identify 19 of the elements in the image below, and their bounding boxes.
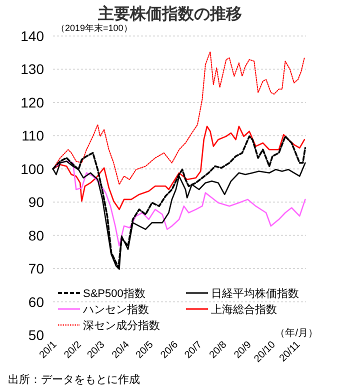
y-tick-label: 70 — [28, 260, 44, 277]
y-tick-label: 140 — [20, 28, 44, 44]
text: 出所：データをもとに作成 — [8, 373, 140, 386]
y-tick-label: 80 — [28, 227, 44, 244]
y-tick-label: 100 — [20, 160, 44, 177]
y-tick-label: 110 — [22, 128, 44, 144]
legend-label: 日経平均株価指数 — [211, 287, 299, 300]
y-tick-label: 130 — [20, 61, 44, 78]
y-tick-label: 60 — [28, 294, 44, 310]
y-tick-label: 120 — [20, 94, 44, 110]
chart-title: 主要株価指数の推移 — [97, 4, 242, 23]
text: （2019年末=100） — [56, 23, 132, 33]
y-tick-label: 90 — [28, 194, 44, 210]
legend-label: ハンセン指数 — [82, 304, 149, 316]
x-tick-label: 20/9 — [232, 339, 254, 361]
legend-label: 深セン成分指数 — [83, 319, 160, 332]
legend-label: S&P500指数 — [83, 288, 146, 300]
annotation: （年/月） — [275, 327, 318, 339]
legend-label: 上海総合指数 — [211, 303, 277, 316]
